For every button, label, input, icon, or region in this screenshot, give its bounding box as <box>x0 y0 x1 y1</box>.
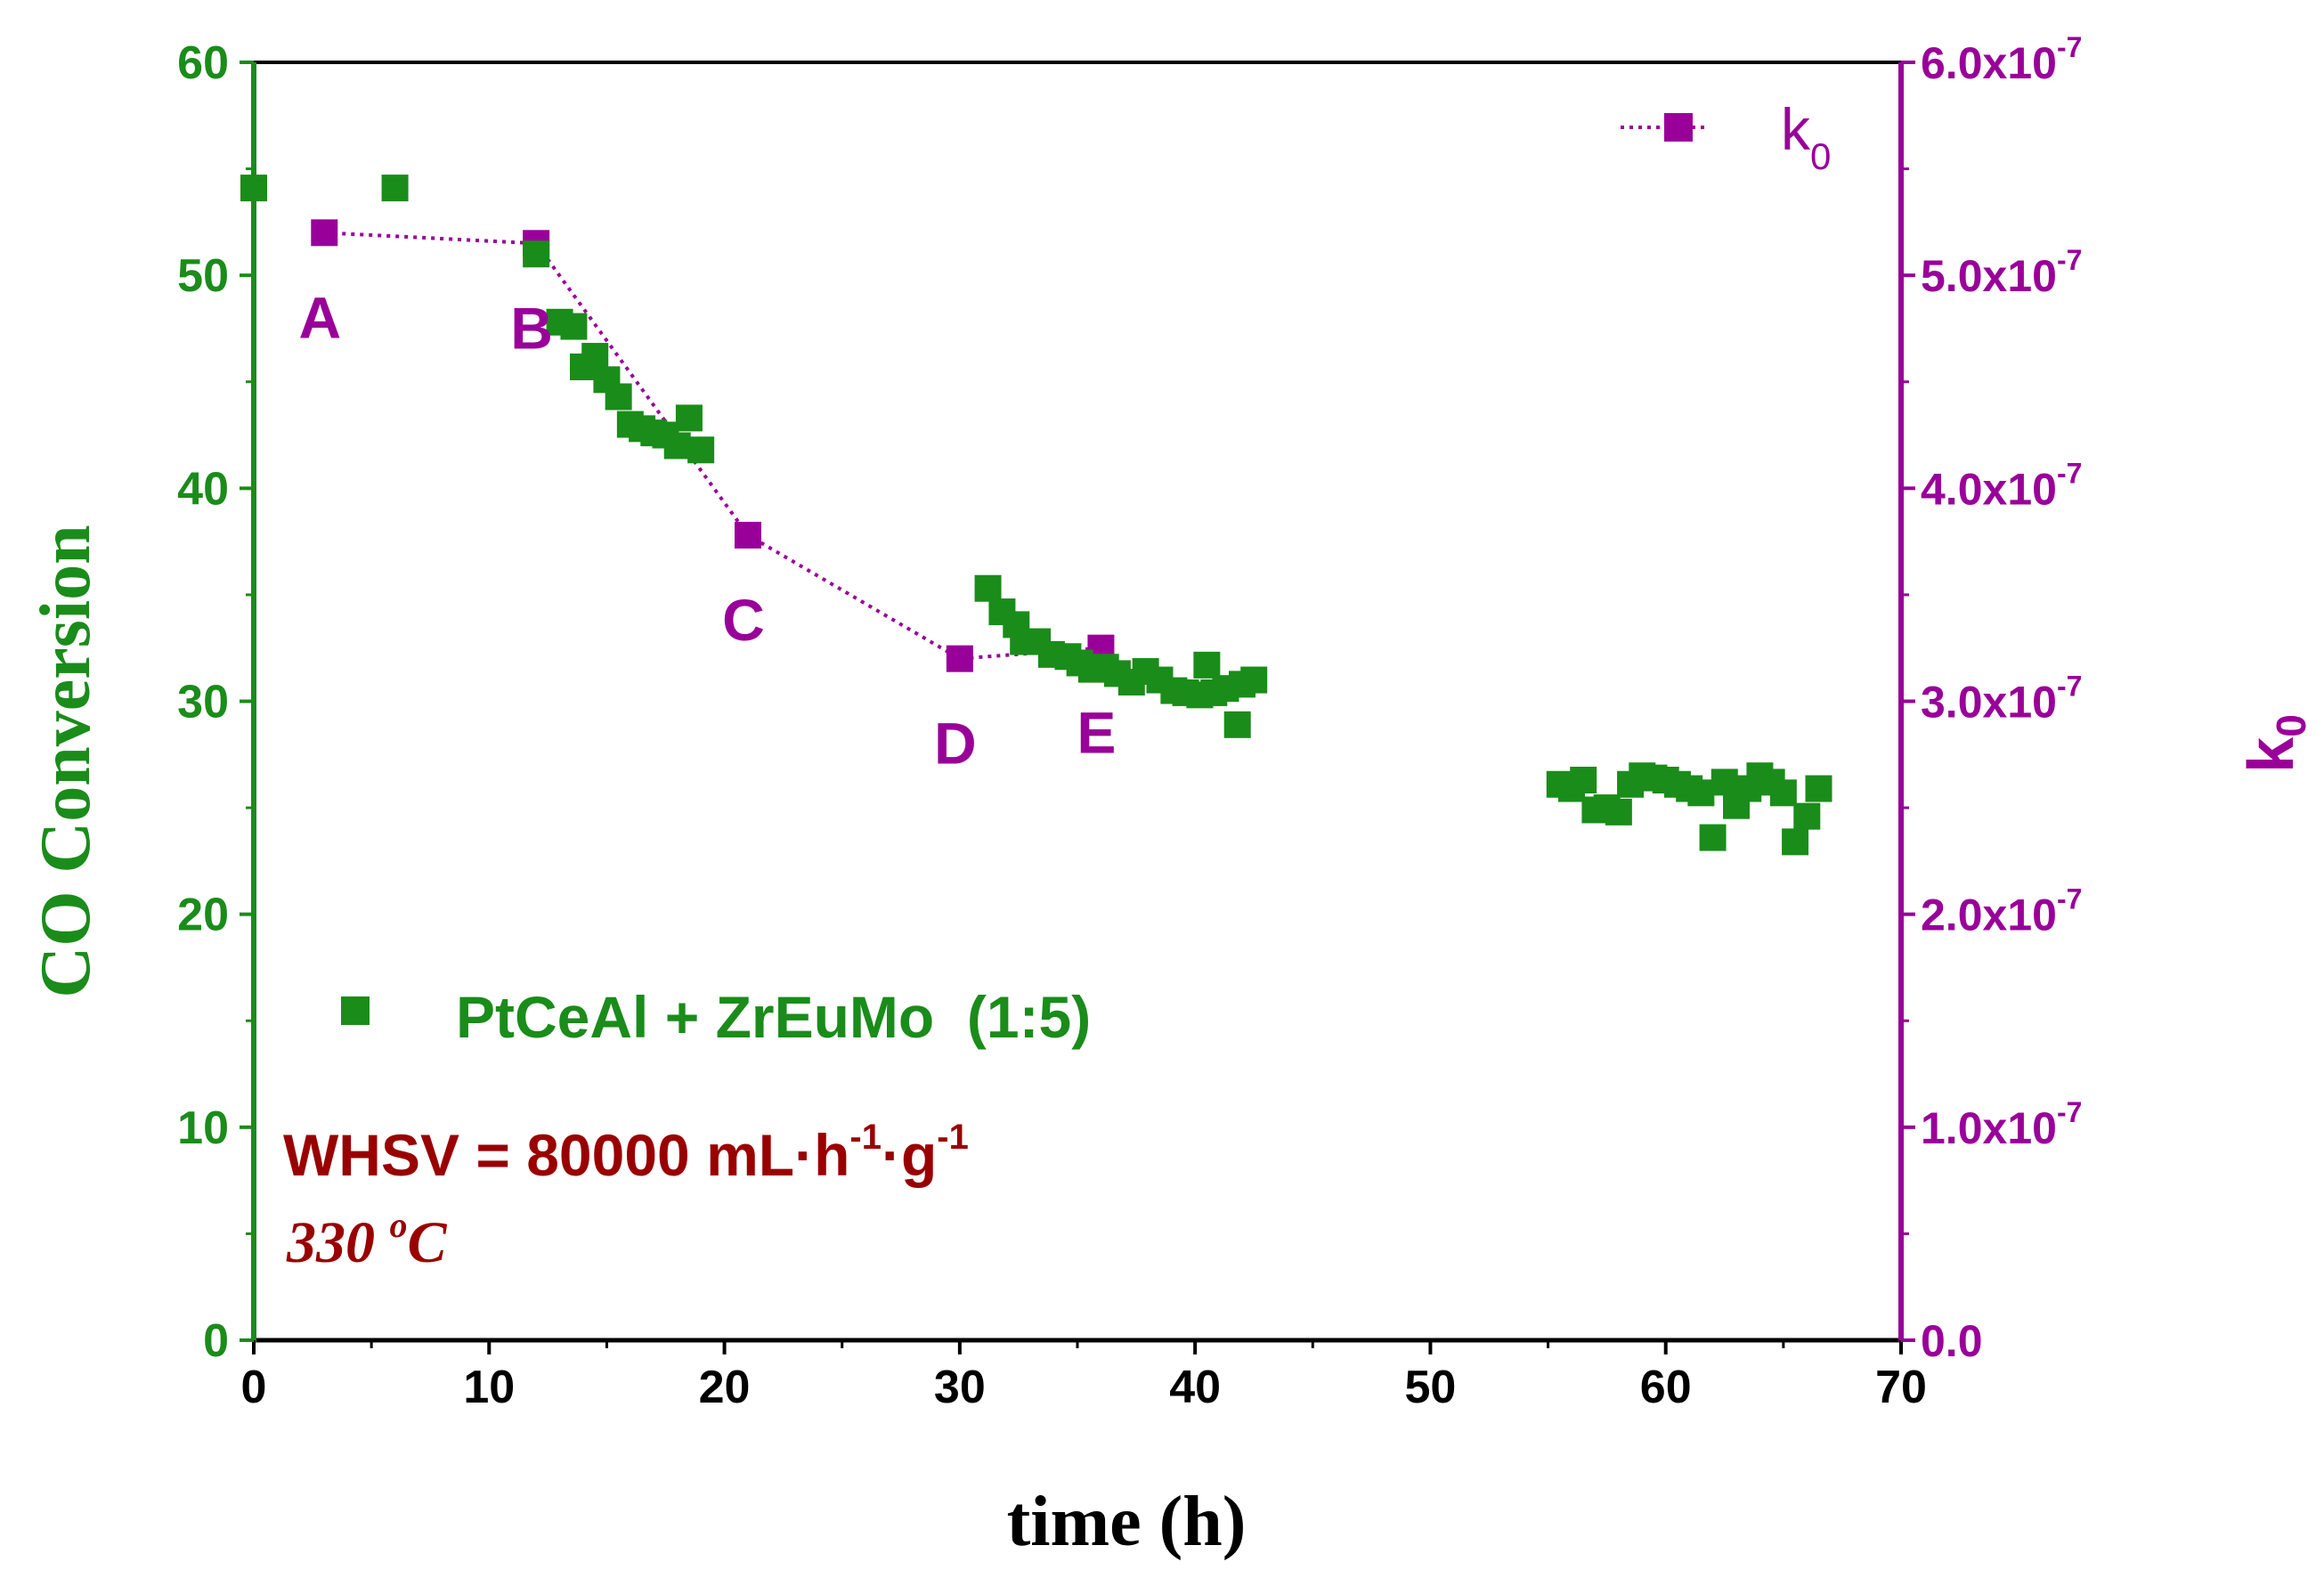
whsv-prefix: WHSV = 80000 mL·h <box>283 1122 849 1188</box>
point-label: E <box>1077 700 1116 766</box>
conversion-point <box>560 313 588 340</box>
conversion-point <box>1793 802 1821 830</box>
conversion-point <box>974 574 1002 602</box>
y-right-tick-label: 0.0 <box>1921 1316 1983 1366</box>
y-left-tick-label: 60 <box>177 37 229 89</box>
y-right-tick-label: 3.0x10-7 <box>1921 671 2082 728</box>
y-left-axis-ticks: 0 10 20 30 40 50 60 <box>177 37 254 1367</box>
legend-conversion-label: PtCeAl + ZrEuMo (1:5) <box>456 984 1091 1050</box>
whsv-annotation: WHSV = 80000 mL·h-1·g-1 <box>283 1118 969 1188</box>
x-tick-label: 20 <box>699 1362 751 1413</box>
y-right-tick-exponent: -7 <box>2057 883 2082 915</box>
legend-k0-label-sub: 0 <box>1810 135 1831 177</box>
x-tick-label: 70 <box>1875 1362 1927 1413</box>
y-right-tick-label: 6.0x10-7 <box>1921 31 2082 88</box>
point-labels: A B C D E <box>298 284 1116 776</box>
conversion-point <box>1605 798 1632 826</box>
x-tick-label: 30 <box>934 1362 986 1413</box>
legend-k0-marker <box>1664 113 1693 142</box>
conversion-point <box>523 240 550 268</box>
k0-point <box>735 521 761 549</box>
y-right-tick-mantissa: 4.0x10 <box>1921 464 2057 514</box>
y-right-tick-mantissa: 0.0 <box>1921 1316 1983 1366</box>
whsv-exp2: -1 <box>937 1118 969 1157</box>
y-right-tick-exponent: -7 <box>2057 457 2082 489</box>
conversion-point <box>381 175 409 202</box>
y-left-tick-label: 50 <box>177 250 229 302</box>
temperature-unit: C <box>408 1210 448 1275</box>
whsv-mid: ·g <box>882 1122 937 1188</box>
point-label: D <box>934 711 977 777</box>
y-right-tick-mantissa: 6.0x10 <box>1921 38 2057 88</box>
y-left-tick-label: 30 <box>177 677 229 728</box>
y-right-axis-title-base: k <box>2236 736 2307 773</box>
y-right-tick-mantissa: 5.0x10 <box>1921 251 2057 301</box>
point-label: C <box>722 587 765 653</box>
conversion-point <box>240 175 267 202</box>
temperature-annotation: 330 oC <box>286 1205 448 1275</box>
x-axis-title: time (h) <box>1007 1483 1247 1561</box>
whsv-exp1: -1 <box>849 1118 882 1157</box>
x-tick-label: 50 <box>1405 1362 1457 1413</box>
k0-point <box>946 645 973 672</box>
conversion-point <box>1769 779 1797 807</box>
temperature-value: 330 <box>286 1210 390 1275</box>
conversion-series-markers <box>240 175 1832 856</box>
conversion-point <box>1240 666 1268 694</box>
x-tick-label: 10 <box>463 1362 515 1413</box>
y-left-tick-label: 0 <box>203 1315 229 1367</box>
y-right-axis-ticks: 0.01.0x10-72.0x10-73.0x10-74.0x10-75.0x1… <box>1901 31 2082 1366</box>
conversion-point <box>1699 824 1727 851</box>
y-right-tick-label: 5.0x10-7 <box>1921 244 2082 301</box>
legend-k0-label-base: k <box>1781 96 1811 162</box>
y-left-tick-label: 10 <box>177 1102 229 1154</box>
conversion-point <box>663 432 691 460</box>
y-right-tick-exponent: -7 <box>2057 671 2082 703</box>
x-tick-label: 0 <box>241 1362 267 1413</box>
conversion-point <box>1805 775 1832 802</box>
y-right-tick-mantissa: 3.0x10 <box>1921 678 2057 728</box>
y-right-tick-label: 1.0x10-7 <box>1921 1096 2082 1153</box>
conversion-point <box>1782 828 1809 856</box>
k0-point <box>311 219 338 247</box>
y-left-tick-label: 40 <box>177 463 229 515</box>
temperature-degree: o <box>390 1205 408 1245</box>
conversion-point <box>1193 651 1221 679</box>
conversion-point <box>687 436 715 464</box>
legend-k0-label: k0 <box>1781 96 1831 177</box>
y-right-axis-title-sub: 0 <box>2268 714 2314 737</box>
y-right-tick-exponent: -7 <box>2057 1096 2082 1128</box>
legend-conversion: PtCeAl + ZrEuMo (1:5) <box>341 984 1091 1050</box>
y-left-axis-title: CO Conversion <box>27 525 105 997</box>
y-right-tick-exponent: -7 <box>2057 31 2082 63</box>
legend-conversion-marker <box>341 996 370 1025</box>
conversion-point <box>1570 766 1597 793</box>
conversion-point <box>1223 711 1251 738</box>
y-right-tick-mantissa: 2.0x10 <box>1921 891 2057 940</box>
y-right-tick-exponent: -7 <box>2057 244 2082 276</box>
x-tick-label: 60 <box>1640 1362 1692 1413</box>
x-tick-label: 40 <box>1169 1362 1221 1413</box>
conversion-point <box>1710 769 1738 796</box>
conversion-point <box>605 383 632 411</box>
y-right-tick-label: 2.0x10-7 <box>1921 883 2082 940</box>
conversion-point <box>581 343 609 370</box>
legend-k0: k0 <box>1621 96 1831 177</box>
conversion-point <box>675 404 703 432</box>
point-label: A <box>298 284 341 350</box>
y-left-tick-label: 20 <box>177 890 229 941</box>
y-right-axis-title: k0 <box>2236 714 2314 773</box>
y-right-tick-label: 4.0x10-7 <box>1921 457 2082 514</box>
y-right-tick-mantissa: 1.0x10 <box>1921 1103 2057 1153</box>
point-label: B <box>510 295 553 361</box>
conversion-point <box>1687 779 1715 807</box>
x-axis-ticks: 0 10 20 30 40 50 60 70 <box>241 1340 1927 1413</box>
